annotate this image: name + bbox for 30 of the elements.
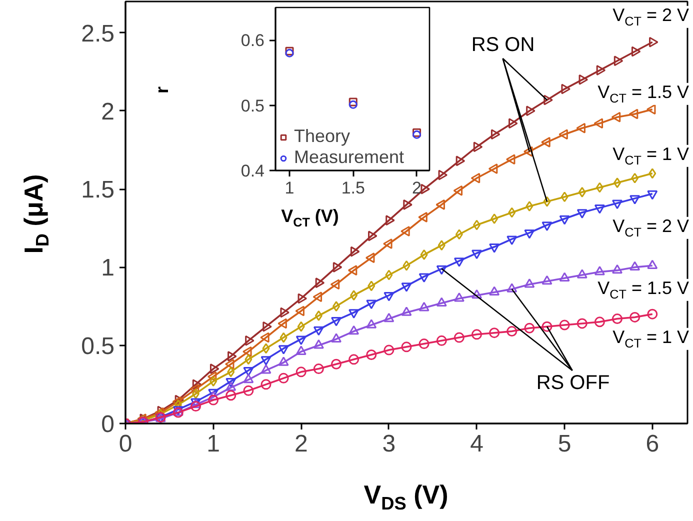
x-tick-label: 4	[470, 430, 484, 458]
x-tick-label: 5	[558, 430, 572, 458]
x-tick-label: 2	[294, 430, 308, 458]
x-tick-label: 1.5	[341, 178, 365, 198]
series-label: V$_{CT}$ = 2 V	[612, 4, 693, 28]
annotation: RS ON	[471, 34, 536, 56]
x-axis-title: V$_{CT}$ (V)	[281, 206, 340, 230]
y-tick-label: 0.6	[240, 31, 265, 50]
y-tick-label: 2.5	[81, 20, 115, 48]
series-label: V$_{CT}$ = 1.5 V	[598, 278, 693, 302]
y-tick-label: 0.4	[240, 162, 265, 180]
x-tick-label: 1	[206, 430, 220, 458]
y-tick-label: 0	[101, 411, 115, 438]
y-tick-label: 1	[101, 254, 115, 282]
y-tick-label: 2	[101, 98, 115, 126]
x-tick-label: 0	[118, 430, 132, 458]
y-tick-label: 0.5	[81, 332, 115, 360]
annotation: RS OFF	[536, 372, 611, 394]
legend-label: Theory	[294, 126, 350, 147]
series-label: V$_{CT}$ = 2 V	[612, 216, 693, 240]
x-axis-title: V$_{DS}$ (V)	[364, 479, 450, 514]
x-tick-label: 6	[646, 430, 660, 458]
series-label: V$_{CT}$ = 1 V	[612, 326, 693, 350]
x-tick-label: 1	[284, 178, 294, 198]
y-axis-title: r	[152, 86, 172, 94]
x-tick-label: 3	[382, 430, 396, 458]
legend-label: Measurement	[294, 147, 404, 168]
series-label: V$_{CT}$ = 1.5 V	[598, 82, 693, 106]
series-label: V$_{CT}$ = 1 V	[612, 144, 693, 168]
y-tick-label: 0.5	[240, 96, 265, 116]
